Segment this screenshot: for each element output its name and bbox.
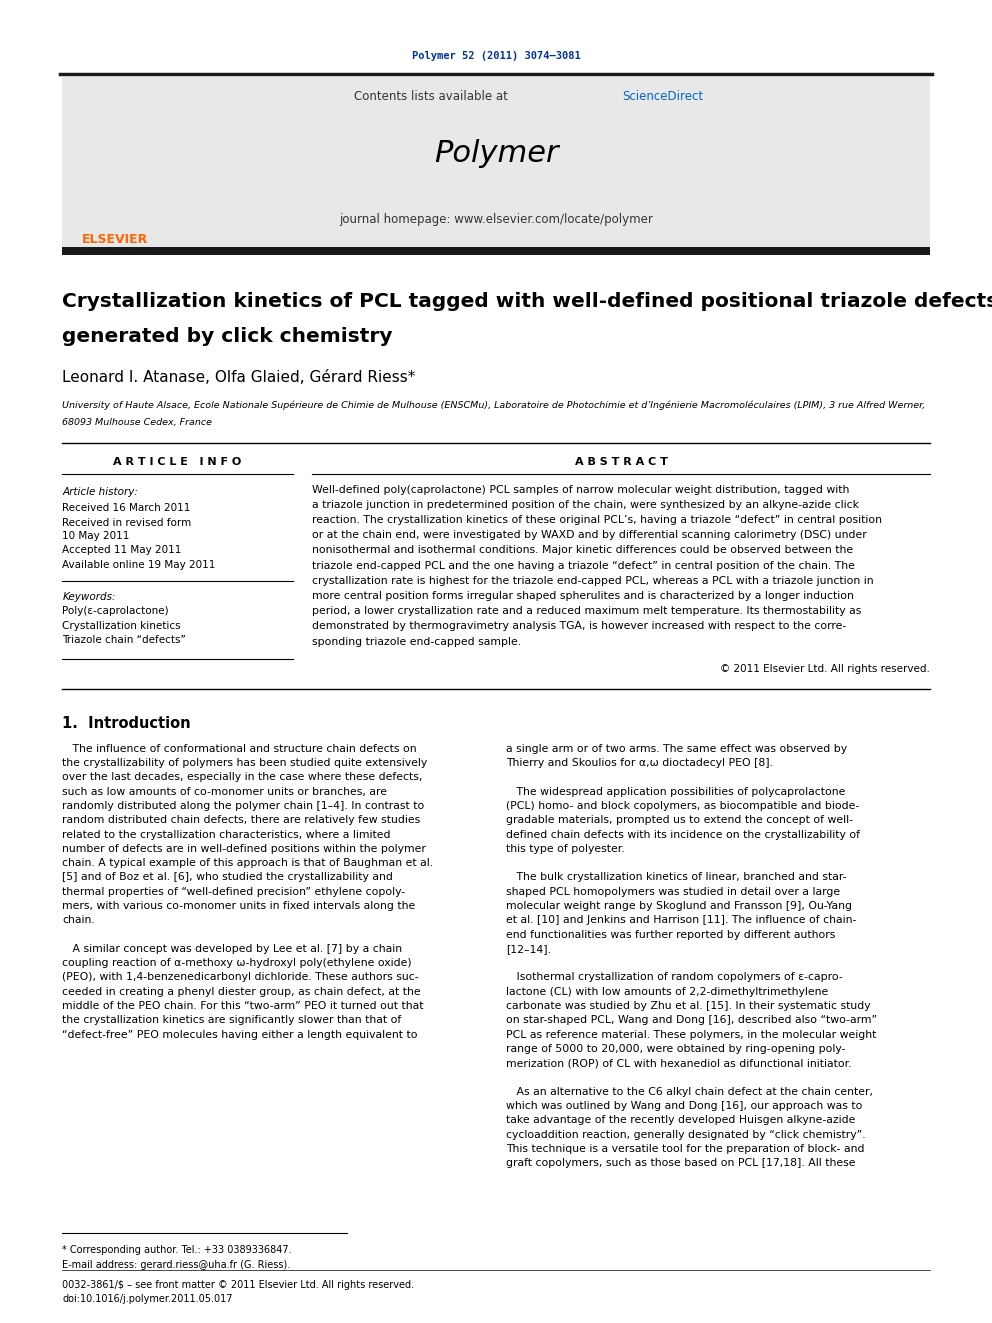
Text: et al. [10] and Jenkins and Harrison [11]. The influence of chain-: et al. [10] and Jenkins and Harrison [11… <box>506 916 856 925</box>
Text: 10 May 2011: 10 May 2011 <box>62 531 130 541</box>
Text: Contents lists available at: Contents lists available at <box>354 90 512 103</box>
Text: graft copolymers, such as those based on PCL [17,18]. All these: graft copolymers, such as those based on… <box>506 1158 855 1168</box>
Text: (PEO), with 1,4-benzenedicarbonyl dichloride. These authors suc-: (PEO), with 1,4-benzenedicarbonyl dichlo… <box>62 972 420 983</box>
Text: on star-shaped PCL, Wang and Dong [16], described also “two-arm”: on star-shaped PCL, Wang and Dong [16], … <box>506 1015 877 1025</box>
Text: Isothermal crystallization of random copolymers of ε-capro-: Isothermal crystallization of random cop… <box>506 972 842 983</box>
Text: reaction. The crystallization kinetics of these original PCL’s, having a triazol: reaction. The crystallization kinetics o… <box>312 515 883 525</box>
Text: triazole end-capped PCL and the one having a triazole “defect” in central positi: triazole end-capped PCL and the one havi… <box>312 561 855 570</box>
Text: more central position forms irregular shaped spherulites and is characterized by: more central position forms irregular sh… <box>312 591 854 601</box>
Text: 1.  Introduction: 1. Introduction <box>62 716 191 732</box>
Text: E-mail address: gerard.riess@uha.fr (G. Riess).: E-mail address: gerard.riess@uha.fr (G. … <box>62 1259 291 1270</box>
Text: 68093 Mulhouse Cedex, France: 68093 Mulhouse Cedex, France <box>62 418 212 426</box>
Text: sponding triazole end-capped sample.: sponding triazole end-capped sample. <box>312 636 522 647</box>
Text: This technique is a versatile tool for the preparation of block- and: This technique is a versatile tool for t… <box>506 1144 864 1154</box>
Text: number of defects are in well-defined positions within the polymer: number of defects are in well-defined po… <box>62 844 427 853</box>
Text: Triazole chain “defects”: Triazole chain “defects” <box>62 635 186 646</box>
Text: A R T I C L E   I N F O: A R T I C L E I N F O <box>113 456 242 467</box>
Text: “defect-free” PEO molecules having either a length equivalent to: “defect-free” PEO molecules having eithe… <box>62 1029 418 1040</box>
Text: journal homepage: www.elsevier.com/locate/polymer: journal homepage: www.elsevier.com/locat… <box>339 213 653 226</box>
Text: such as low amounts of co-monomer units or branches, are: such as low amounts of co-monomer units … <box>62 787 388 796</box>
Text: A B S T R A C T: A B S T R A C T <box>574 456 668 467</box>
Text: (PCL) homo- and block copolymers, as biocompatible and biode-: (PCL) homo- and block copolymers, as bio… <box>506 800 859 811</box>
Text: take advantage of the recently developed Huisgen alkyne-azide: take advantage of the recently developed… <box>506 1115 855 1126</box>
Text: period, a lower crystallization rate and a reduced maximum melt temperature. Its: period, a lower crystallization rate and… <box>312 606 862 617</box>
Text: Thierry and Skoulios for α,ω dioctadecyl PEO [8].: Thierry and Skoulios for α,ω dioctadecyl… <box>506 758 773 769</box>
Text: generated by click chemistry: generated by click chemistry <box>62 327 393 345</box>
Text: PCL as reference material. These polymers, in the molecular weight: PCL as reference material. These polymer… <box>506 1029 876 1040</box>
Text: ceeded in creating a phenyl diester group, as chain defect, at the: ceeded in creating a phenyl diester grou… <box>62 987 422 996</box>
Text: chain.: chain. <box>62 916 95 925</box>
Text: this type of polyester.: this type of polyester. <box>506 844 625 853</box>
Text: randomly distributed along the polymer chain [1–4]. In contrast to: randomly distributed along the polymer c… <box>62 800 425 811</box>
Text: As an alternative to the C6 alkyl chain defect at the chain center,: As an alternative to the C6 alkyl chain … <box>506 1086 873 1097</box>
Text: Poly(ε-caprolactone): Poly(ε-caprolactone) <box>62 606 169 617</box>
Text: A similar concept was developed by Lee et al. [7] by a chain: A similar concept was developed by Lee e… <box>62 943 403 954</box>
Text: Available online 19 May 2011: Available online 19 May 2011 <box>62 560 216 570</box>
Bar <box>62 247 930 255</box>
Text: The bulk crystallization kinetics of linear, branched and star-: The bulk crystallization kinetics of lin… <box>506 872 846 882</box>
Text: [5] and of Boz et al. [6], who studied the crystallizability and: [5] and of Boz et al. [6], who studied t… <box>62 872 394 882</box>
Text: * Corresponding author. Tel.: +33 0389336847.: * Corresponding author. Tel.: +33 038933… <box>62 1245 292 1256</box>
Text: University of Haute Alsace, Ecole Nationale Supérieure de Chimie de Mulhouse (EN: University of Haute Alsace, Ecole Nation… <box>62 400 926 410</box>
Text: random distributed chain defects, there are relatively few studies: random distributed chain defects, there … <box>62 815 421 826</box>
Text: gradable materials, prompted us to extend the concept of well-: gradable materials, prompted us to exten… <box>506 815 853 826</box>
Text: the crystallization kinetics are significantly slower than that of: the crystallization kinetics are signifi… <box>62 1015 402 1025</box>
Text: molecular weight range by Skoglund and Fransson [9], Ou-Yang: molecular weight range by Skoglund and F… <box>506 901 852 912</box>
Text: merization (ROP) of CL with hexanediol as difunctional initiator.: merization (ROP) of CL with hexanediol a… <box>506 1058 851 1068</box>
Bar <box>62 77 930 247</box>
Text: a single arm or of two arms. The same effect was observed by: a single arm or of two arms. The same ef… <box>506 744 847 754</box>
Text: cycloaddition reaction, generally designated by “click chemistry”.: cycloaddition reaction, generally design… <box>506 1130 866 1139</box>
Text: thermal properties of “well-defined precision” ethylene copoly-: thermal properties of “well-defined prec… <box>62 886 406 897</box>
Text: [12–14].: [12–14]. <box>506 943 551 954</box>
Text: defined chain defects with its incidence on the crystallizability of: defined chain defects with its incidence… <box>506 830 860 840</box>
Text: Polymer: Polymer <box>434 139 558 168</box>
Text: the crystallizability of polymers has been studied quite extensively: the crystallizability of polymers has be… <box>62 758 428 769</box>
Text: Well-defined poly(caprolactone) PCL samples of narrow molecular weight distribut: Well-defined poly(caprolactone) PCL samp… <box>312 484 850 495</box>
Text: end functionalities was further reported by different authors: end functionalities was further reported… <box>506 930 835 939</box>
Text: Keywords:: Keywords: <box>62 591 116 602</box>
Text: nonisothermal and isothermal conditions. Major kinetic differences could be obse: nonisothermal and isothermal conditions.… <box>312 545 853 556</box>
Text: © 2011 Elsevier Ltd. All rights reserved.: © 2011 Elsevier Ltd. All rights reserved… <box>719 664 930 673</box>
Text: Accepted 11 May 2011: Accepted 11 May 2011 <box>62 545 182 556</box>
Text: Leonard I. Atanase, Olfa Glaied, Gérard Riess*: Leonard I. Atanase, Olfa Glaied, Gérard … <box>62 369 416 385</box>
Text: Polymer 52 (2011) 3074–3081: Polymer 52 (2011) 3074–3081 <box>412 50 580 61</box>
Text: doi:10.1016/j.polymer.2011.05.017: doi:10.1016/j.polymer.2011.05.017 <box>62 1294 233 1304</box>
Text: chain. A typical example of this approach is that of Baughman et al.: chain. A typical example of this approac… <box>62 859 434 868</box>
Text: coupling reaction of α-methoxy ω-hydroxyl poly(ethylene oxide): coupling reaction of α-methoxy ω-hydroxy… <box>62 958 412 968</box>
Text: middle of the PEO chain. For this “two-arm” PEO it turned out that: middle of the PEO chain. For this “two-a… <box>62 1002 424 1011</box>
Text: Received in revised form: Received in revised form <box>62 517 191 528</box>
Text: ScienceDirect: ScienceDirect <box>622 90 703 103</box>
Text: Crystallization kinetics: Crystallization kinetics <box>62 620 182 631</box>
Text: which was outlined by Wang and Dong [16], our approach was to: which was outlined by Wang and Dong [16]… <box>506 1101 862 1111</box>
Text: Article history:: Article history: <box>62 487 138 497</box>
Text: crystallization rate is highest for the triazole end-capped PCL, whereas a PCL w: crystallization rate is highest for the … <box>312 576 874 586</box>
Text: ELSEVIER: ELSEVIER <box>82 233 149 246</box>
Text: shaped PCL homopolymers was studied in detail over a large: shaped PCL homopolymers was studied in d… <box>506 886 840 897</box>
Text: The influence of conformational and structure chain defects on: The influence of conformational and stru… <box>62 744 417 754</box>
Text: or at the chain end, were investigated by WAXD and by differential scanning calo: or at the chain end, were investigated b… <box>312 531 867 540</box>
Text: Crystallization kinetics of PCL tagged with well-defined positional triazole def: Crystallization kinetics of PCL tagged w… <box>62 292 992 311</box>
Text: The widespread application possibilities of polycaprolactone: The widespread application possibilities… <box>506 787 845 796</box>
Text: range of 5000 to 20,000, were obtained by ring-opening poly-: range of 5000 to 20,000, were obtained b… <box>506 1044 845 1054</box>
Text: lactone (CL) with low amounts of 2,2-dimethyltrimethylene: lactone (CL) with low amounts of 2,2-dim… <box>506 987 828 996</box>
Text: related to the crystallization characteristics, where a limited: related to the crystallization character… <box>62 830 391 840</box>
Text: a triazole junction in predetermined position of the chain, were synthesized by : a triazole junction in predetermined pos… <box>312 500 859 509</box>
Text: carbonate was studied by Zhu et al. [15]. In their systematic study: carbonate was studied by Zhu et al. [15]… <box>506 1002 871 1011</box>
Text: mers, with various co-monomer units in fixed intervals along the: mers, with various co-monomer units in f… <box>62 901 416 912</box>
Text: over the last decades, especially in the case where these defects,: over the last decades, especially in the… <box>62 773 423 782</box>
Text: demonstrated by thermogravimetry analysis TGA, is however increased with respect: demonstrated by thermogravimetry analysi… <box>312 622 847 631</box>
Text: 0032-3861/$ – see front matter © 2011 Elsevier Ltd. All rights reserved.: 0032-3861/$ – see front matter © 2011 El… <box>62 1279 415 1290</box>
Text: Received 16 March 2011: Received 16 March 2011 <box>62 503 190 513</box>
